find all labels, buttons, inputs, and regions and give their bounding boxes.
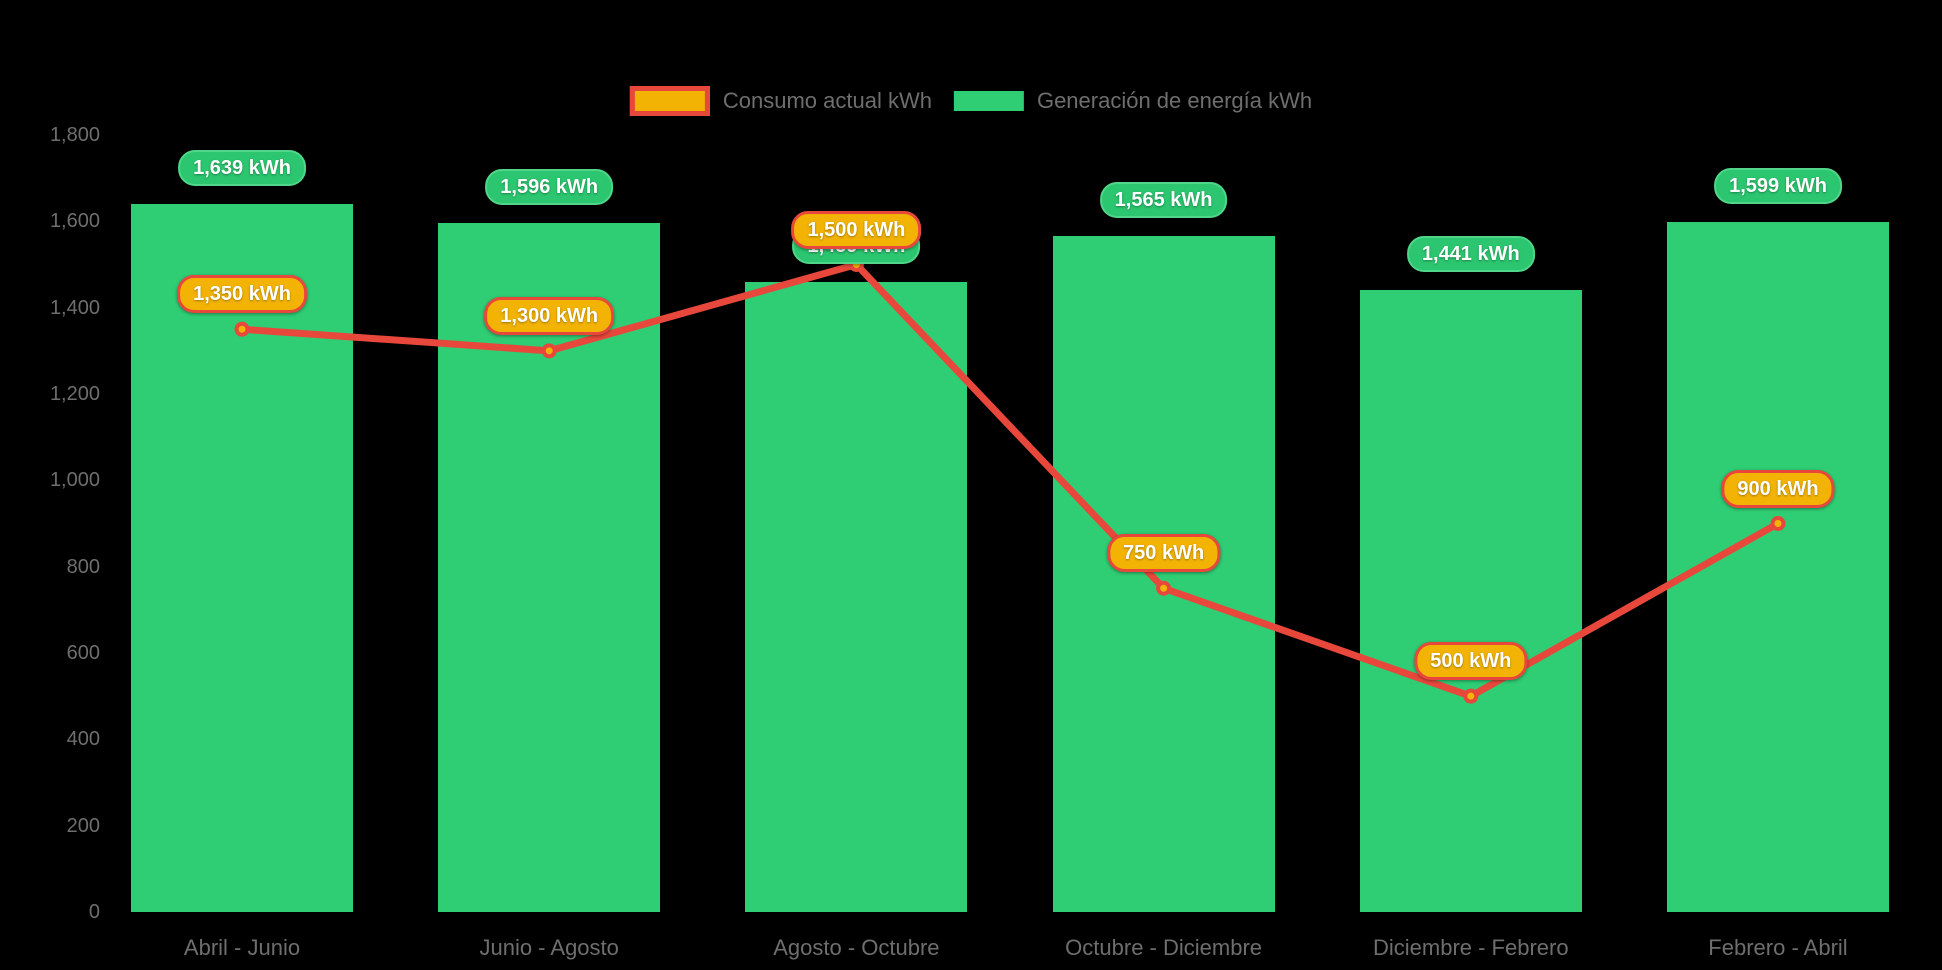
x-axis-category-label: Agosto - Octubre: [773, 935, 940, 960]
consumption-value-badge: 1,500 kWh: [791, 210, 922, 249]
y-axis-tick-label: 0: [88, 901, 100, 923]
consumo-swatch-icon: [629, 86, 710, 116]
generation-value-badge: 1,596 kWh: [485, 169, 614, 206]
consumption-value-badge: 750 kWh: [1107, 534, 1221, 573]
x-axis-category-label: Junio - Agosto: [479, 935, 619, 960]
y-axis-tick-label: 1,600: [49, 210, 100, 233]
legend-label-consumo: Consumo actual kWh: [722, 88, 932, 113]
generation-value-badge: 1,565 kWh: [1099, 182, 1228, 219]
legend-item-consumo[interactable]: Consumo actual kWh: [629, 86, 932, 116]
generation-value-badge: 1,441 kWh: [1406, 235, 1535, 272]
x-axis-category-label: Diciembre - Febrero: [1372, 935, 1569, 960]
consumption-value-badge: 1,300 kWh: [484, 296, 615, 335]
y-axis-tick-label: 1,400: [49, 296, 100, 319]
consumption-value-badge: 1,350 kWh: [177, 275, 307, 314]
consumption-point-marker[interactable]: [234, 321, 250, 337]
y-axis-tick-label: 1,000: [49, 469, 100, 492]
generacion-swatch-icon: [953, 91, 1024, 111]
y-axis-tick-label: 200: [66, 814, 100, 837]
generation-value-badge: 1,639 kWh: [178, 150, 306, 187]
consumption-point-marker[interactable]: [1463, 688, 1479, 704]
generation-bar[interactable]: [1052, 236, 1275, 912]
consumption-value-badge: 900 kWh: [1721, 469, 1835, 508]
consumption-value-badge: 500 kWh: [1414, 642, 1528, 681]
x-axis-category-label: Abril - Junio: [183, 935, 301, 960]
generation-value-badge: 1,599 kWh: [1714, 167, 1842, 204]
x-axis-category-label: Febrero - Abril: [1708, 935, 1848, 960]
consumption-point-marker[interactable]: [1156, 580, 1172, 596]
consumption-point-marker[interactable]: [1770, 516, 1786, 531]
legend-label-generacion: Generación de energía kWh: [1036, 88, 1313, 113]
y-axis-tick-label: 1,800: [49, 124, 100, 146]
y-axis-tick-label: 600: [66, 642, 100, 664]
legend: Consumo actual kWh Generación de energía…: [629, 86, 1313, 116]
generation-bar[interactable]: [745, 282, 968, 912]
generation-bar[interactable]: [1359, 289, 1582, 912]
generation-bar[interactable]: [1667, 221, 1889, 912]
y-axis-tick-label: 400: [66, 728, 100, 751]
legend-item-generacion[interactable]: Generación de energía kWh: [953, 88, 1313, 114]
consumption-point-marker[interactable]: [541, 343, 557, 359]
y-axis-tick-label: 800: [66, 555, 100, 578]
y-axis-tick-label: 1,200: [49, 383, 100, 405]
x-axis-category-label: Octubre - Diciembre: [1065, 935, 1263, 960]
